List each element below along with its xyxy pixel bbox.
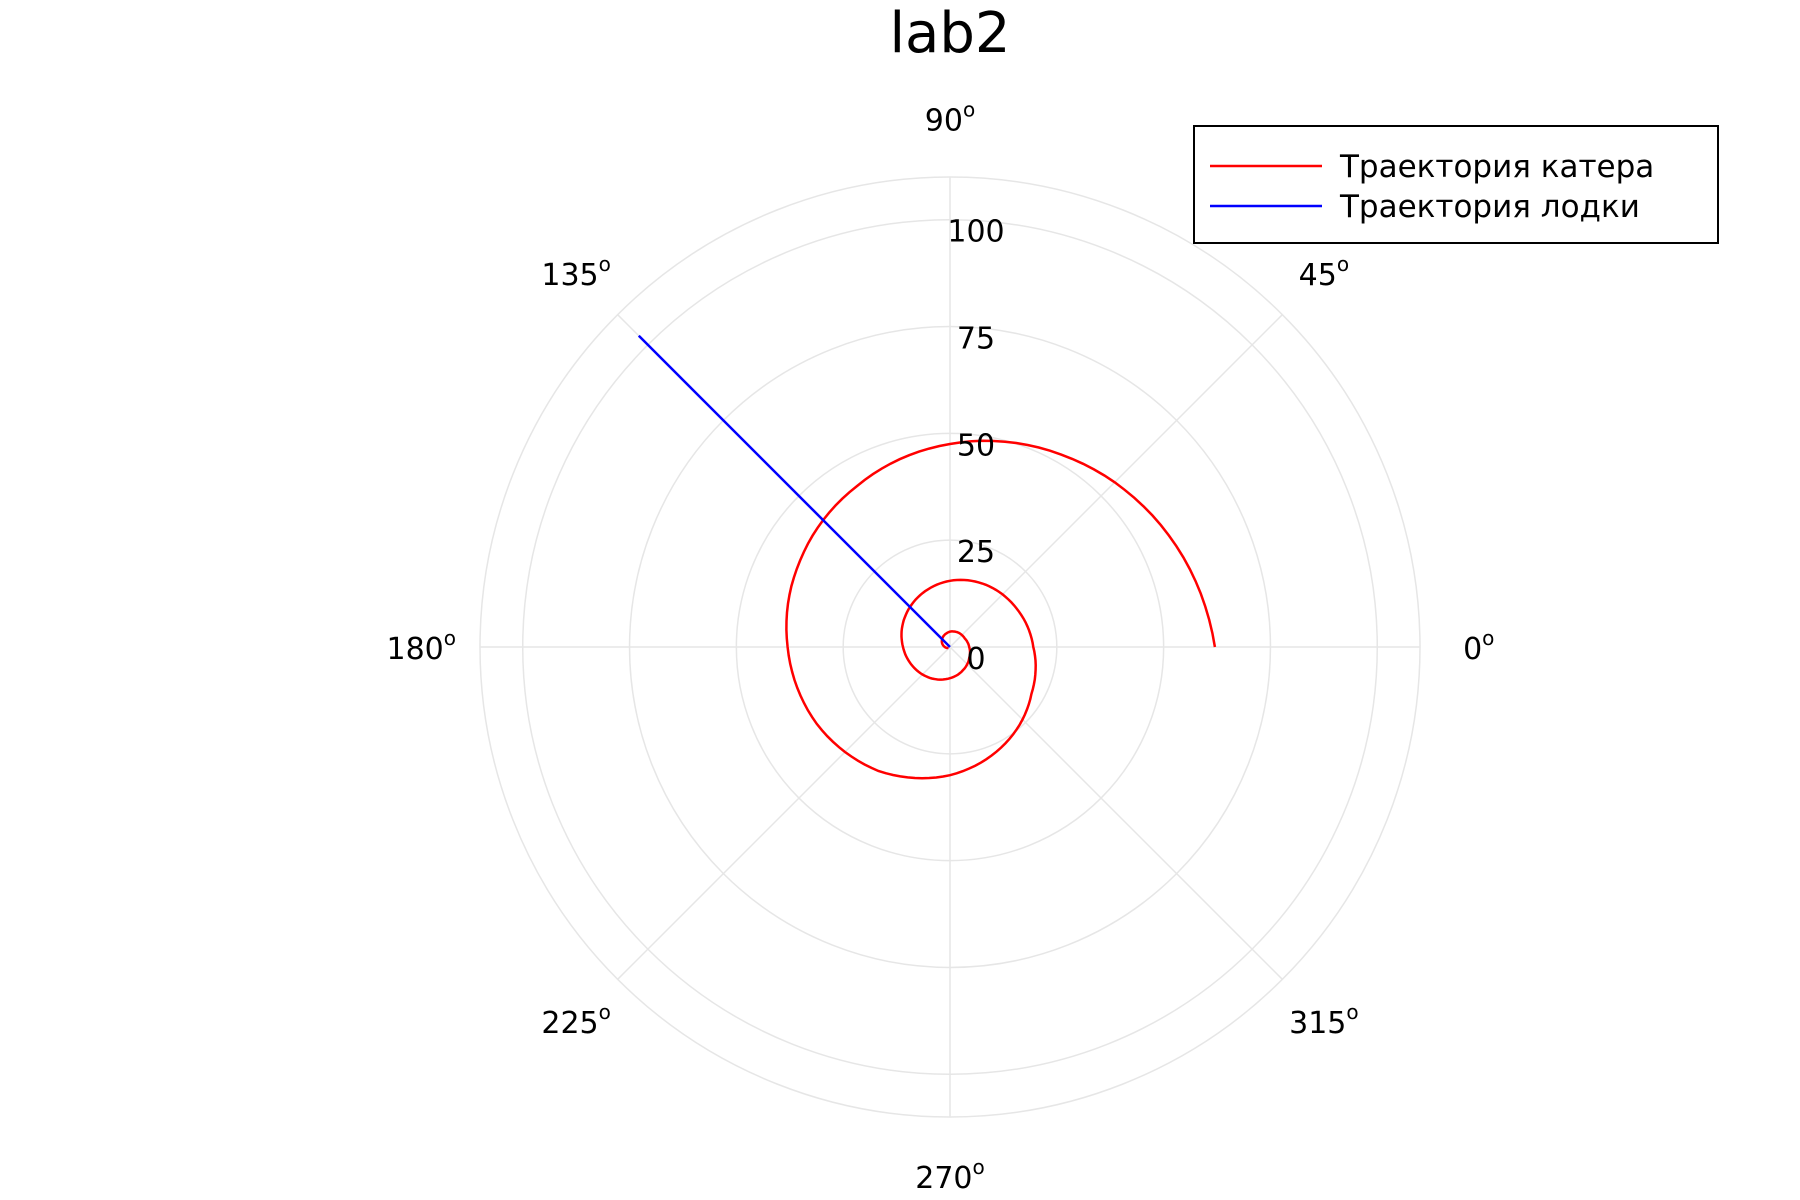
grid-spoke-225 [617,646,951,980]
theta-tick-label-315: 315o [1289,1000,1359,1041]
theta-tick-label-180: 180o [386,626,456,667]
chart-title: lab2 [889,1,1010,66]
r-tick-label-75: 75 [957,322,995,357]
theta-tick-label-270: 270o [915,1155,985,1196]
legend-box [1193,125,1719,244]
r-tick-label-25: 25 [957,535,995,570]
legend-label-rowboat: Траектория лодки [1339,189,1640,225]
theta-tick-label-0: 0o [1463,626,1494,667]
theta-tick-label-45: 45o [1299,252,1349,293]
legend: Траектория катера Траектория лодки [1193,125,1719,244]
grid-spoke-315 [949,646,1283,980]
legend-label-boat: Траектория катера [1339,149,1654,185]
r-tick-label-50: 50 [957,428,995,463]
r-tick-label-0: 0 [966,642,985,677]
theta-tick-label-135: 135o [541,252,611,293]
series-layer [637,334,1217,780]
series-line-0 [785,439,1217,780]
theta-tick-label-90: 90o [925,97,975,138]
theta-tick-label-225: 225o [541,1000,611,1041]
grid-spoke-45 [949,314,1283,648]
series-line-1 [637,334,951,648]
r-tick-label-100: 100 [947,215,1004,250]
